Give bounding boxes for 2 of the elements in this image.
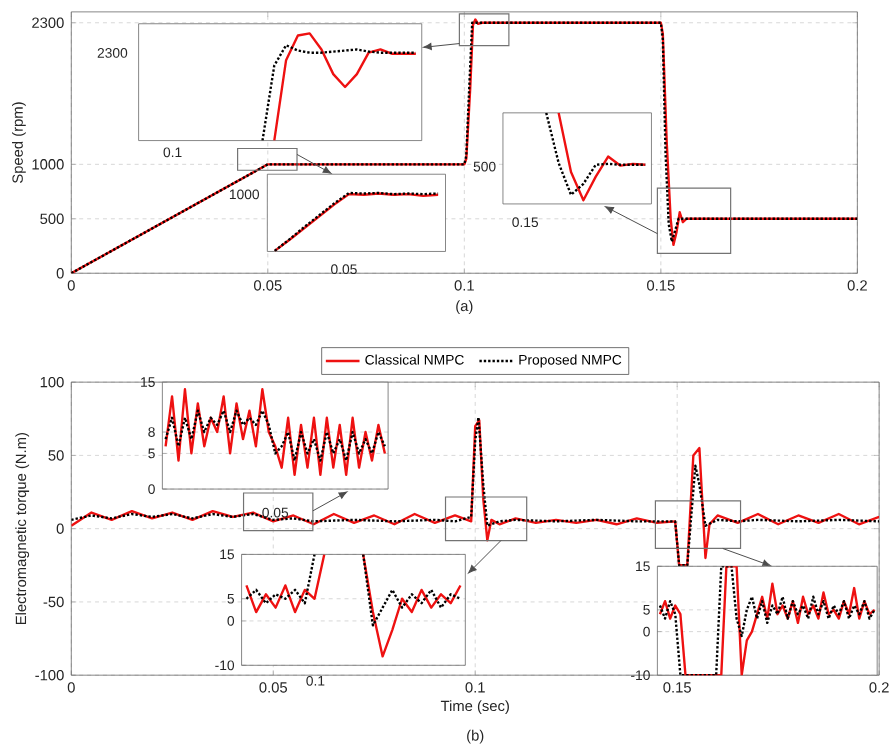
line-series — [164, 387, 387, 476]
line-series — [164, 409, 387, 462]
